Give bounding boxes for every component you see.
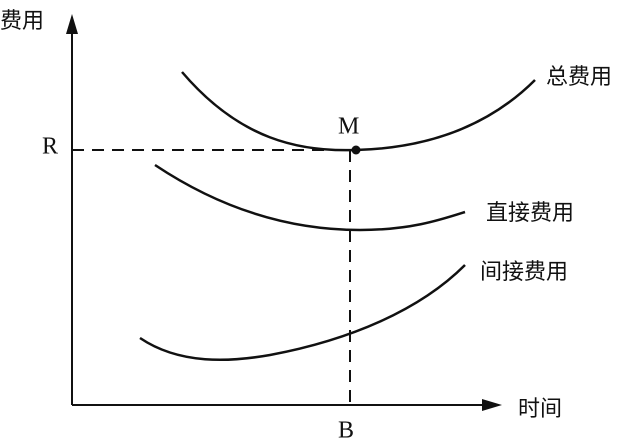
m-label: M xyxy=(338,114,359,140)
indirect-cost-curve xyxy=(139,264,466,362)
x-axis-label: 时间 xyxy=(518,397,562,422)
curve-label: 直接费用 xyxy=(486,201,574,226)
x-axis-arrow xyxy=(482,399,502,411)
b-label: B xyxy=(338,418,354,442)
curve-label: 总费用 xyxy=(546,65,612,90)
direct-cost-curve xyxy=(154,163,466,232)
y-axis-arrow xyxy=(66,14,78,34)
curve-label: 间接费用 xyxy=(480,260,568,285)
optimum-point xyxy=(351,145,361,155)
y-axis-label: 费用 xyxy=(0,9,44,34)
r-label: R xyxy=(42,134,58,160)
